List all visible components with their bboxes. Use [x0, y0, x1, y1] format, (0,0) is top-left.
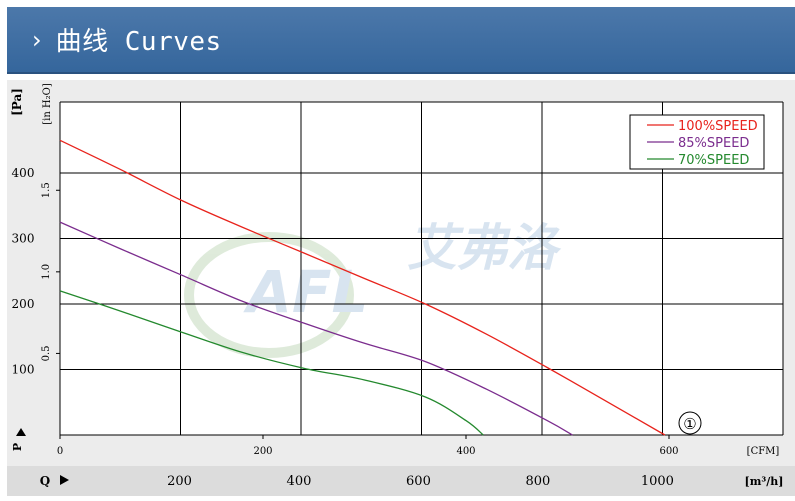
q-arrow-icon	[60, 475, 69, 485]
cfm-tick-label: 600	[659, 446, 678, 457]
chart-panel: AFL 艾弗洛 100 200 300 400 0.5 1.0 1.5 0 200 400 600 Q…	[7, 80, 795, 496]
q-axis-label: Q	[40, 474, 50, 488]
legend-label-85: 85%SPEED	[678, 136, 749, 151]
legend-label-100: 100%SPEED	[678, 119, 758, 134]
p-arrow-icon	[16, 428, 26, 436]
axis-ticks: 100 200 300 400 0.5 1.0 1.5 0 200 400 600 Q [m³/h] 20…	[7, 166, 795, 496]
pa-tick-label: 400	[12, 166, 35, 180]
inh2o-tick-label: 1.5	[41, 182, 52, 198]
pa-tick-label: 200	[12, 297, 35, 311]
inh2o-tick-label: 0.5	[41, 345, 52, 361]
pa-tick-label: 300	[12, 232, 35, 246]
annotation-text: ①	[683, 415, 696, 433]
curve-series-0	[59, 139, 666, 436]
m3h-tick-label: 200	[167, 474, 192, 489]
inh2o-axis-label: [in H₂O]	[42, 83, 53, 125]
fan-curve-chart: AFL 艾弗洛 100 200 300 400 0.5 1.0 1.5 0 200 400 600 Q…	[7, 83, 795, 496]
section-title: 曲线 Curves	[55, 27, 222, 57]
svg-text:艾弗洛: 艾弗洛	[407, 219, 562, 277]
cfm-tick-label: 200	[253, 446, 272, 457]
section-header: › 曲线 Curves	[7, 7, 795, 74]
legend: 100%SPEED 85%SPEED 70%SPEED	[629, 114, 765, 170]
inh2o-tick-label: 1.0	[41, 264, 52, 280]
cfm-axis-label: [CFM]	[747, 446, 780, 457]
annotation-marker: ①	[678, 411, 702, 435]
m3h-tick-label: 1000	[641, 474, 674, 489]
m3h-tick-label: 400	[287, 474, 312, 489]
m3h-tick-label: 800	[526, 474, 551, 489]
cfm-tick-label: 0	[57, 446, 63, 457]
m3h-axis-label: [m³/h]	[745, 475, 784, 488]
cfm-tick-label: 400	[456, 446, 475, 457]
svg-text:AFL: AFL	[243, 258, 368, 326]
m3h-tick-label: 600	[406, 474, 431, 489]
p-axis-label: P	[11, 443, 24, 451]
m3h-axis-band	[7, 466, 795, 496]
curve-series-1	[59, 221, 573, 436]
curves	[59, 139, 666, 436]
pa-tick-label: 100	[12, 363, 35, 377]
curve-series-2	[59, 290, 484, 436]
chevron-right-icon: ›	[32, 25, 42, 54]
pa-axis-label: [Pa]	[10, 88, 24, 116]
legend-label-70: 70%SPEED	[678, 153, 749, 168]
grid-lines	[59, 101, 784, 436]
watermark-logo: AFL 艾弗洛	[184, 219, 562, 358]
